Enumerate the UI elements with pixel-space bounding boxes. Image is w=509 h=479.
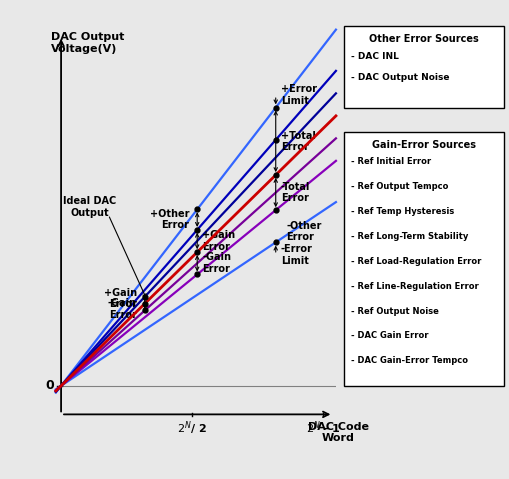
Text: +Other
Error: +Other Error (150, 209, 189, 230)
Text: - Ref Output Noise: - Ref Output Noise (351, 307, 439, 316)
Text: $2^N$ - 1: $2^N$ - 1 (305, 420, 340, 436)
Text: Ideal DAC
Output: Ideal DAC Output (63, 196, 117, 218)
Text: - Ref Long-Term Stability: - Ref Long-Term Stability (351, 232, 469, 241)
Text: - Ref Load-Regulation Error: - Ref Load-Regulation Error (351, 257, 482, 266)
Text: -Other
Error: -Other Error (286, 221, 322, 242)
Text: +Gain
Error: +Gain Error (203, 230, 236, 252)
Text: Other Error Sources: Other Error Sources (369, 34, 478, 45)
Text: DAC Output
Voltage(V): DAC Output Voltage(V) (50, 32, 124, 54)
Text: 0: 0 (46, 379, 54, 392)
Text: - Ref Line-Regulation Error: - Ref Line-Regulation Error (351, 282, 479, 291)
Text: -Error
Limit: -Error Limit (281, 244, 313, 266)
Text: - DAC Gain Error: - DAC Gain Error (351, 331, 429, 341)
Text: - DAC INL: - DAC INL (351, 52, 399, 61)
Text: -Gain
Error: -Gain Error (108, 298, 137, 319)
Text: - Ref Initial Error: - Ref Initial Error (351, 157, 431, 166)
Text: DAC Code
Word: DAC Code Word (308, 422, 369, 443)
Text: - DAC Gain-Error Tempco: - DAC Gain-Error Tempco (351, 356, 468, 365)
Text: +Total
Error: +Total Error (281, 130, 316, 152)
Text: $2^N$/ 2: $2^N$/ 2 (177, 420, 207, 437)
Text: - DAC Output Noise: - DAC Output Noise (351, 73, 450, 82)
Text: +Error
Limit: +Error Limit (281, 84, 317, 106)
Text: -Total
Error: -Total Error (281, 182, 310, 204)
Text: +Gain
Error: +Gain Error (104, 287, 137, 309)
Text: Gain-Error Sources: Gain-Error Sources (372, 140, 476, 150)
Text: -Gain
Error: -Gain Error (203, 252, 232, 274)
Text: - Ref Output Tempco: - Ref Output Tempco (351, 182, 448, 191)
Text: - Ref Temp Hysteresis: - Ref Temp Hysteresis (351, 207, 455, 216)
